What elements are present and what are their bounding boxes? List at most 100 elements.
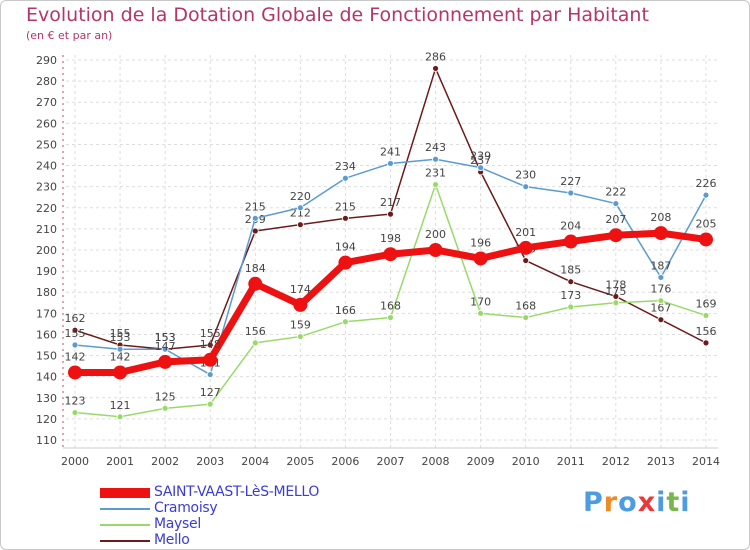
data-label: 153: [155, 331, 176, 344]
logo-letter: r: [603, 487, 619, 518]
data-point: [428, 243, 443, 257]
data-label: 170: [470, 295, 491, 308]
data-label: 173: [560, 289, 581, 302]
data-point: [702, 312, 710, 319]
data-point: [116, 345, 124, 353]
data-label: 243: [425, 141, 446, 154]
data-label: 226: [695, 177, 716, 190]
data-label: 123: [65, 395, 86, 408]
x-tick-label: 2007: [376, 455, 404, 468]
data-point: [251, 339, 259, 347]
data-point: [612, 200, 620, 207]
data-label: 286: [425, 50, 446, 63]
data-label: 205: [695, 217, 716, 230]
data-point: [608, 228, 623, 243]
data-point: [698, 232, 713, 247]
data-point: [338, 255, 353, 270]
data-point: [522, 257, 530, 264]
data-point: [296, 204, 304, 212]
data-point: [71, 326, 79, 334]
data-label: 167: [650, 302, 671, 315]
x-tick-label: 2000: [61, 455, 89, 468]
data-point: [68, 365, 82, 380]
x-tick-label: 2014: [692, 455, 720, 468]
data-point: [342, 214, 349, 222]
data-point: [702, 339, 710, 347]
y-tick-label: 140: [36, 371, 57, 384]
x-tick-label: 2013: [647, 455, 675, 468]
data-point: [116, 413, 124, 421]
data-label: 207: [605, 213, 626, 226]
data-label: 142: [110, 350, 131, 363]
data-point: [383, 247, 398, 262]
data-label: 208: [650, 211, 671, 224]
legend-swatch-saint-vaast: [100, 488, 150, 498]
data-label: 187: [650, 259, 671, 272]
data-point: [387, 210, 394, 218]
chart-subtitle: (en € et par an): [26, 29, 113, 42]
data-label: 185: [560, 264, 581, 277]
data-point: [702, 191, 710, 199]
x-tick-label: 2011: [557, 455, 585, 468]
y-tick-label: 150: [36, 350, 57, 363]
data-point: [161, 404, 169, 412]
data-label: 162: [65, 312, 86, 325]
data-label: 168: [515, 300, 536, 313]
legend-label-maysel: Maysel: [154, 516, 201, 532]
data-point: [71, 341, 79, 349]
data-label: 230: [515, 169, 536, 182]
data-label: 166: [335, 304, 356, 317]
data-point: [248, 276, 263, 291]
y-tick-label: 230: [36, 181, 57, 194]
data-label: 142: [65, 350, 86, 363]
y-tick-label: 270: [36, 96, 57, 109]
data-point: [432, 155, 439, 163]
data-point: [657, 316, 665, 324]
data-point: [387, 160, 394, 167]
x-tick-label: 2003: [196, 455, 224, 468]
x-tick-label: 2006: [331, 455, 359, 468]
logo-letter: t: [666, 487, 681, 518]
legend-swatch-maysel: [100, 524, 150, 526]
data-point: [612, 299, 620, 307]
data-point: [342, 318, 349, 326]
x-tick-label: 2010: [512, 455, 540, 468]
data-label: 237: [470, 154, 491, 167]
data-label: 147: [155, 340, 176, 353]
y-tick-label: 250: [36, 138, 57, 151]
data-label: 231: [425, 167, 446, 180]
data-label: 184: [245, 262, 266, 275]
data-label: 200: [425, 228, 446, 241]
y-tick-label: 290: [36, 54, 57, 67]
data-label: 201: [515, 226, 536, 239]
data-label: 155: [65, 327, 86, 340]
y-tick-label: 180: [36, 286, 57, 299]
data-label: 125: [155, 390, 176, 403]
data-label: 215: [245, 200, 266, 213]
data-label: 178: [605, 278, 626, 291]
data-point: [653, 226, 668, 241]
x-tick-label: 2009: [467, 455, 495, 468]
data-point: [158, 354, 173, 369]
data-label: 153: [110, 331, 131, 344]
data-label: 175: [605, 285, 626, 298]
y-tick-label: 160: [36, 328, 57, 341]
y-tick-label: 190: [36, 265, 57, 278]
legend-label-mello: Mello: [154, 532, 190, 548]
logo-letter: i: [680, 487, 691, 518]
data-label: 159: [290, 319, 311, 332]
data-label: 155: [110, 327, 131, 340]
data-point: [432, 181, 439, 188]
data-point: [161, 345, 169, 353]
data-label: 121: [110, 399, 131, 412]
data-point: [206, 400, 214, 408]
x-tick-label: 2001: [106, 455, 134, 468]
data-label: 155: [200, 327, 221, 340]
data-point: [203, 352, 218, 367]
data-point: [477, 164, 485, 172]
data-point: [477, 309, 485, 317]
data-point: [206, 341, 214, 349]
data-label: 174: [290, 283, 311, 296]
